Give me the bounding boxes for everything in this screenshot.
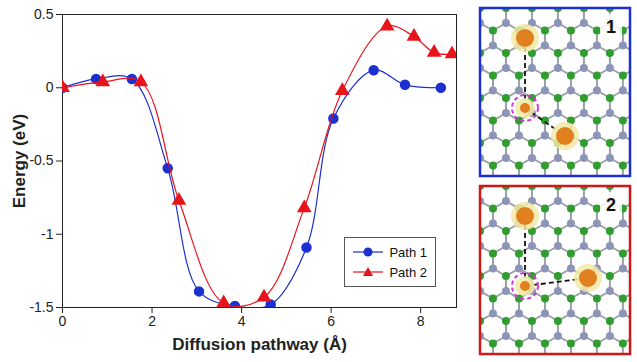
svg-text:Diffusion pathway (Å): Diffusion pathway (Å) xyxy=(172,335,347,354)
svg-text:0.5: 0.5 xyxy=(34,6,54,22)
svg-text:1: 1 xyxy=(606,17,616,37)
svg-text:-1.5: -1.5 xyxy=(29,299,53,315)
svg-text:6: 6 xyxy=(327,313,335,329)
svg-text:2: 2 xyxy=(606,195,616,215)
html-text:Path 2: Path 2 xyxy=(389,264,427,280)
svg-text:4: 4 xyxy=(238,313,246,329)
svg-text:8: 8 xyxy=(417,313,425,329)
svg-text:Energy (eV): Energy (eV) xyxy=(10,114,29,208)
svg-text:0: 0 xyxy=(46,79,54,95)
svg-text:0: 0 xyxy=(59,313,67,329)
svg-text:2: 2 xyxy=(148,313,156,329)
html-text:Path 1: Path 1 xyxy=(389,244,427,260)
svg-text:-0.5: -0.5 xyxy=(29,152,53,168)
svg-text:-1: -1 xyxy=(41,226,54,242)
